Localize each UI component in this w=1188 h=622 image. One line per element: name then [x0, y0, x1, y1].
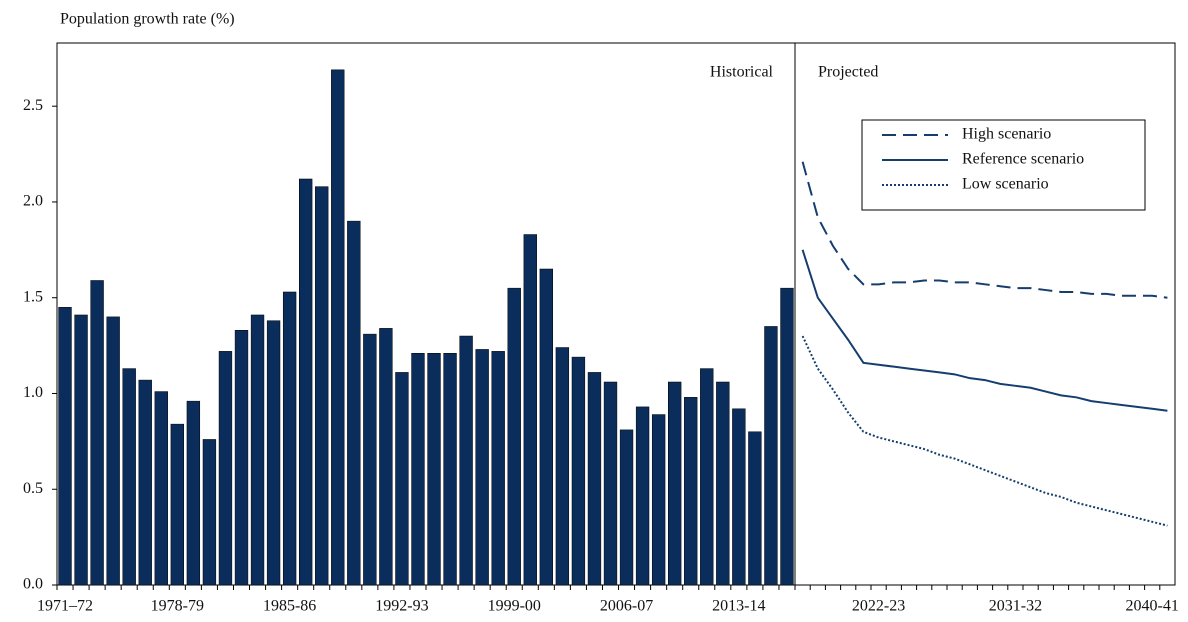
- bar: [106, 316, 120, 586]
- legend-label: High scenario: [962, 126, 1051, 143]
- x-tick-label: 2006-07: [600, 598, 653, 615]
- y-axis-label: Population growth rate (%): [60, 11, 235, 28]
- bar: [684, 397, 698, 586]
- bar: [459, 335, 473, 586]
- x-tick-label: 1999-00: [488, 598, 541, 615]
- bar: [331, 69, 345, 586]
- y-tick-label: 0.5: [23, 480, 43, 497]
- bar: [58, 307, 72, 586]
- bar: [491, 351, 505, 586]
- bar: [266, 320, 281, 586]
- bar: [764, 326, 778, 586]
- bar: [700, 368, 714, 586]
- bar: [539, 268, 553, 586]
- x-tick-label: 2031-32: [989, 598, 1042, 615]
- legend-box: [861, 119, 1146, 211]
- bar: [218, 351, 233, 586]
- annotation: Projected: [818, 64, 878, 81]
- x-tick-label: 1971–72: [37, 598, 93, 615]
- legend-label: Reference scenario: [962, 151, 1084, 168]
- x-tick-label: 2022-23: [852, 598, 905, 615]
- bar: [122, 368, 136, 586]
- bar: [138, 379, 152, 586]
- x-tick-label: 1978-79: [151, 598, 204, 615]
- x-tick-label: 1992-93: [375, 598, 428, 615]
- line: [801, 249, 1168, 412]
- x-tick-label: 1985-86: [263, 598, 316, 615]
- bar: [363, 333, 377, 586]
- bar: [379, 328, 393, 586]
- bar: [411, 353, 425, 586]
- bar: [315, 186, 329, 586]
- y-tick-label: 1.0: [23, 384, 43, 401]
- bar: [555, 347, 570, 586]
- bar: [780, 287, 794, 586]
- bar: [443, 353, 457, 586]
- bar: [716, 381, 730, 586]
- bar: [523, 234, 537, 586]
- bar: [571, 356, 586, 586]
- bar: [202, 439, 217, 586]
- bar: [170, 423, 184, 586]
- bar: [234, 330, 249, 586]
- bar: [90, 280, 104, 586]
- bar: [603, 381, 618, 586]
- bar: [250, 314, 265, 586]
- y-tick-label: 0.0: [23, 576, 43, 593]
- bar: [748, 431, 762, 586]
- bar: [651, 414, 666, 586]
- bar: [732, 408, 746, 586]
- annotation: Historical: [710, 64, 774, 81]
- legend-label: Low scenario: [962, 176, 1049, 193]
- y-tick-label: 1.5: [23, 288, 43, 305]
- bar: [74, 314, 88, 586]
- bar: [347, 220, 361, 586]
- bar: [427, 353, 441, 586]
- bar: [668, 381, 682, 586]
- bar: [619, 429, 634, 586]
- y-tick-label: 2.5: [23, 97, 43, 114]
- y-tick-label: 2.0: [23, 193, 43, 210]
- x-tick-label: 2040-41: [1126, 598, 1179, 615]
- x-tick-label: 2013-14: [712, 598, 765, 615]
- bar: [154, 391, 168, 586]
- bar: [299, 178, 313, 586]
- bar: [507, 287, 521, 586]
- bar: [395, 372, 409, 586]
- line: [801, 335, 1168, 527]
- bar: [186, 400, 201, 586]
- bar: [587, 372, 602, 586]
- bar: [282, 291, 297, 586]
- line: [801, 161, 1168, 299]
- bar: [475, 349, 489, 586]
- bar: [635, 406, 650, 586]
